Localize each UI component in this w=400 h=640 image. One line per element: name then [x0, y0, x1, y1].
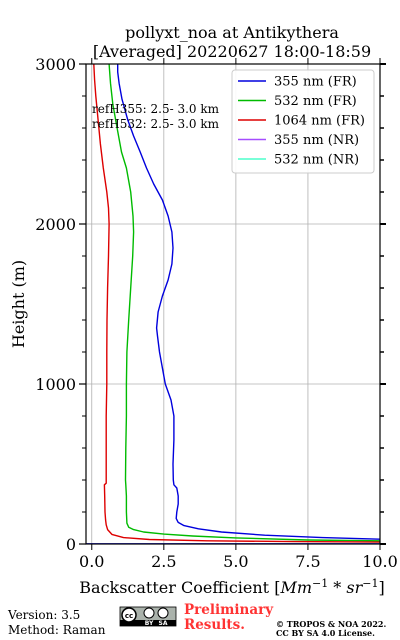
x-tick-label: 7.5 [295, 552, 320, 571]
y-tick-label: 3000 [35, 55, 76, 74]
x-axis-label-unit: Mm [279, 578, 312, 597]
x-axis-label-exp1: −1 [312, 577, 328, 590]
x-axis-label-suffix: ] [378, 578, 384, 597]
ref-height-355: refH355: 2.5- 3.0 km [92, 102, 220, 116]
chart-title-line2: [Averaged] 20220627 18:00-18:59 [93, 42, 371, 61]
series-line-0 [116, 64, 381, 540]
x-tick-label: 0.0 [79, 552, 104, 571]
legend-label: 532 nm (FR) [274, 94, 357, 109]
x-tick-label: 5.0 [223, 552, 248, 571]
plot-frame [85, 63, 381, 545]
legend-label: 532 nm (NR) [274, 153, 359, 168]
legend-label: 1064 nm (FR) [274, 114, 365, 129]
x-axis-label-exp2: −1 [362, 577, 378, 590]
x-axis-label: Backscatter Coefficient [Mm−1 * sr−1] [79, 577, 384, 597]
legend-label: 355 nm (FR) [274, 75, 357, 90]
legend-box [231, 69, 375, 174]
x-axis-label-prefix: Backscatter Coefficient [ [79, 578, 280, 597]
preliminary-label-line1: Preliminary [184, 602, 274, 618]
x-axis-label-unit2: sr [346, 578, 363, 597]
footer-method: Method: Raman [8, 623, 106, 637]
legend-label: 355 nm (NR) [274, 133, 359, 148]
preliminary-label-line2: Results. [184, 617, 245, 633]
x-tick-label: 10.0 [362, 552, 398, 571]
cc-badge-sa: SA [159, 620, 168, 627]
axis-tick-labels: 0.0 2.5 5.0 7.5 10.0 0 1000 2000 3000 [35, 55, 398, 571]
cc-badge-by: BY [145, 620, 154, 627]
cc-license-badge-icon: cc BY SA [119, 606, 177, 627]
y-tick-label: 1000 [35, 375, 76, 394]
y-axis-label: Height (m) [9, 260, 28, 348]
y-tick-label: 0 [66, 535, 76, 554]
copyright-line1: © TROPOS & NOA 2022. [276, 619, 386, 629]
series-line-1 [108, 63, 381, 542]
x-tick-label: 2.5 [151, 552, 176, 571]
cc-badge-letters: cc [125, 612, 133, 620]
chart-title-line1: pollyxt_noa at Antikythera [125, 23, 339, 42]
y-tick-label: 2000 [35, 215, 76, 234]
x-axis-label-mid: * [328, 578, 346, 597]
copyright-line2: CC BY SA 4.0 License. [276, 628, 375, 638]
series-line-2 [93, 63, 381, 543]
footer-version: Version: 3.5 [7, 608, 80, 622]
axis-ticks [79, 58, 386, 550]
chart-legend: 355 nm (FR) 532 nm (FR) 1064 nm (FR) 355 nm… [231, 69, 375, 174]
ref-height-532: refH532: 2.5- 3.0 km [92, 117, 220, 131]
